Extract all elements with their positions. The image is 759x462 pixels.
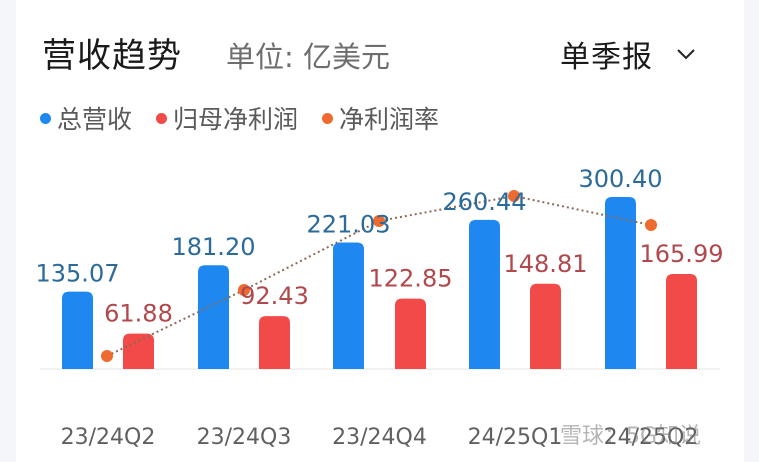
period-selector[interactable]: 单季报 xyxy=(560,32,697,76)
x-axis-category-label: 23/24Q2 xyxy=(61,425,156,450)
legend-item-net-margin[interactable]: 净利润率 xyxy=(322,100,439,136)
net-profit-bar[interactable] xyxy=(123,333,154,369)
net-margin-point[interactable] xyxy=(645,219,657,231)
legend-label: 归母净利润 xyxy=(173,105,299,134)
total-revenue-bar[interactable] xyxy=(469,219,500,369)
chart-legend: 总营收 归母净利润 净利润率 xyxy=(40,100,463,136)
net-margin-line xyxy=(106,194,652,357)
legend-dot-icon xyxy=(40,112,51,124)
legend-dot-icon xyxy=(322,112,334,124)
total-revenue-value-label: 300.40 xyxy=(579,165,663,193)
total-revenue-value-label: 260.44 xyxy=(443,188,527,216)
net-profit-bar[interactable] xyxy=(395,298,426,369)
legend-label: 总营收 xyxy=(57,105,133,134)
total-revenue-value-label: 181.20 xyxy=(172,233,256,261)
legend-label: 净利润率 xyxy=(339,105,440,134)
net-profit-value-label: 92.43 xyxy=(240,282,309,310)
chevron-down-icon xyxy=(677,49,695,60)
legend-dot-icon xyxy=(156,112,168,124)
net-margin-point[interactable] xyxy=(373,215,385,227)
total-revenue-bar[interactable] xyxy=(198,265,229,369)
unit-label: 单位: 亿美元 xyxy=(226,40,390,74)
chart-title: 营收趋势 xyxy=(42,36,182,76)
x-axis-category-label: 24/25Q2 xyxy=(604,425,699,450)
net-margin-point[interactable] xyxy=(238,284,250,296)
total-revenue-value-label: 135.07 xyxy=(36,260,120,288)
period-selector-label: 单季报 xyxy=(560,40,653,75)
watermark: 雪球：5G知说 xyxy=(560,424,702,449)
total-revenue-bar[interactable] xyxy=(333,242,364,369)
x-axis-category-label: 23/24Q4 xyxy=(332,425,427,450)
net-profit-value-label: 165.99 xyxy=(640,240,724,268)
net-profit-value-label: 148.81 xyxy=(504,250,588,278)
net-profit-bar[interactable] xyxy=(530,283,561,369)
x-axis-category-label: 24/25Q1 xyxy=(468,425,563,450)
net-profit-bar[interactable] xyxy=(666,273,697,369)
net-margin-point[interactable] xyxy=(101,350,113,362)
net-profit-value-label: 61.88 xyxy=(104,300,173,328)
total-revenue-value-label: 221.03 xyxy=(307,210,391,238)
x-axis-category-label: 23/24Q3 xyxy=(197,425,292,450)
total-revenue-bar[interactable] xyxy=(605,196,636,369)
net-profit-value-label: 122.85 xyxy=(369,265,453,293)
legend-item-total-revenue[interactable]: 总营收 xyxy=(40,100,132,136)
legend-item-net-profit[interactable]: 归母净利润 xyxy=(156,100,298,136)
total-revenue-bar[interactable] xyxy=(62,291,93,369)
net-margin-point[interactable] xyxy=(508,190,520,202)
net-profit-bar[interactable] xyxy=(259,316,290,369)
